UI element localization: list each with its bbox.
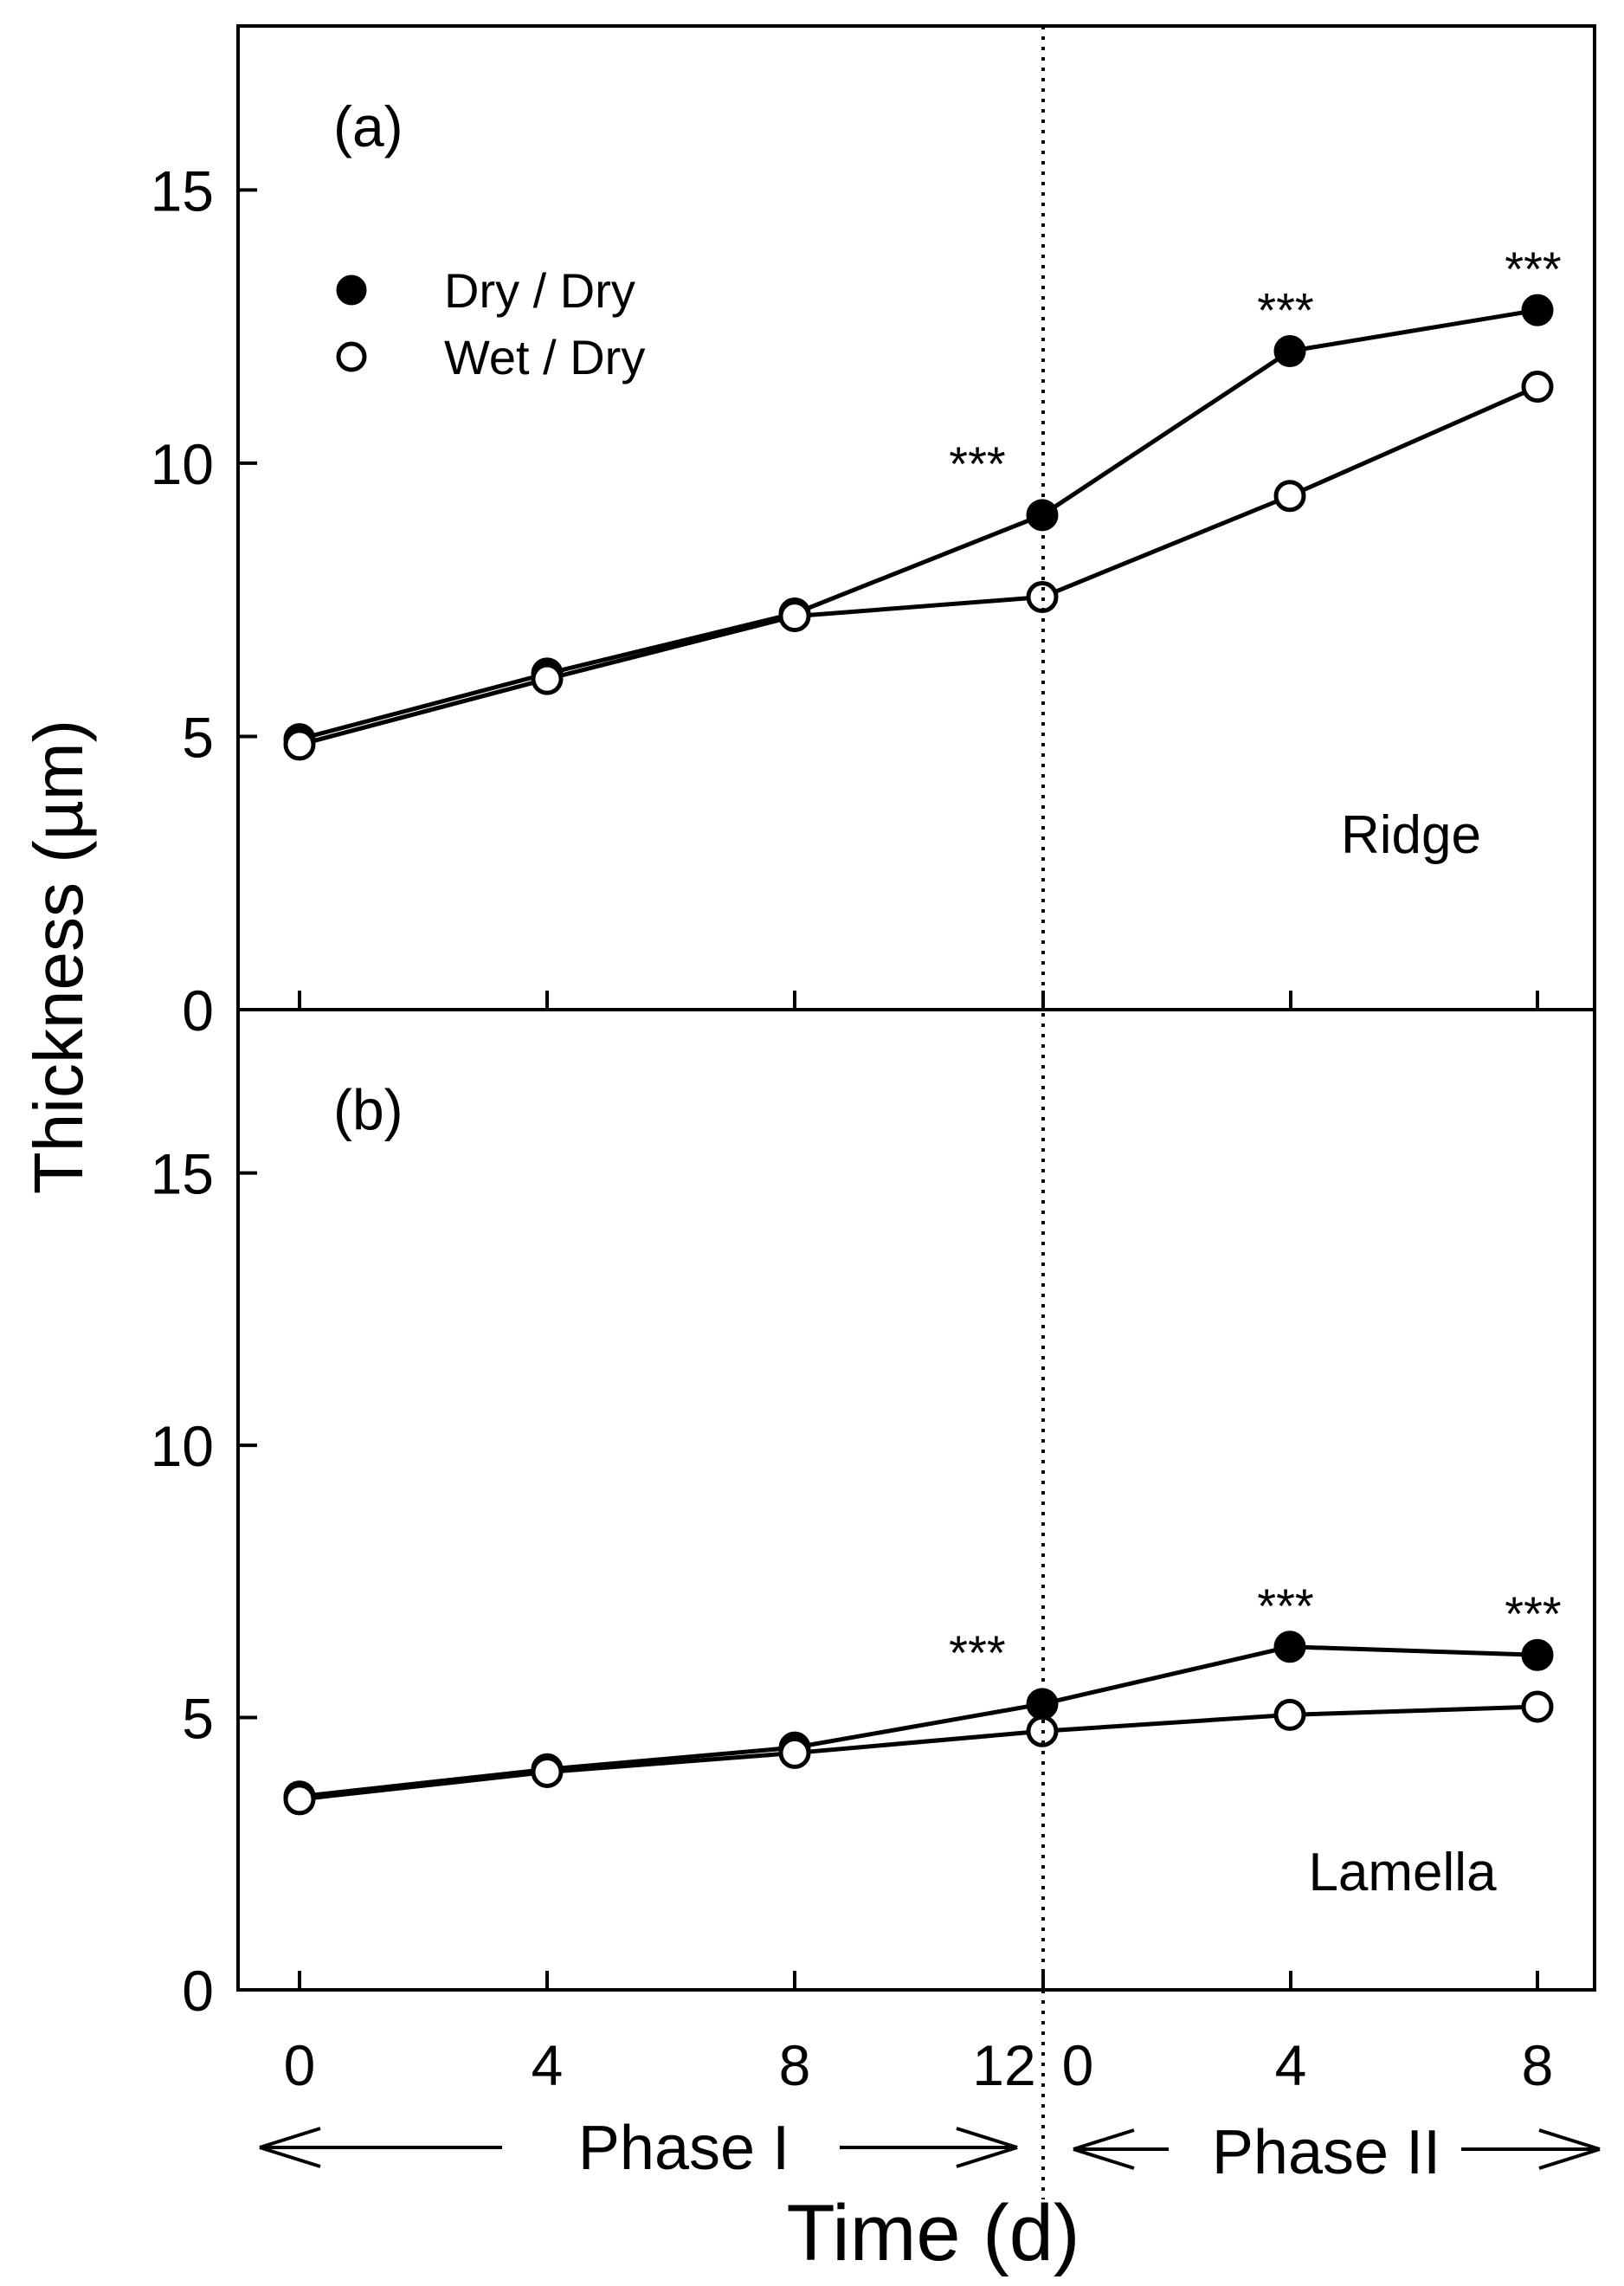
y-tick-label: 15	[151, 158, 214, 223]
plot-frame	[236, 1008, 1596, 1992]
data-point-dry-dry	[1273, 335, 1306, 368]
x-tick-label: 4	[1275, 2033, 1307, 2097]
panel-annotation: Ridge	[1341, 805, 1481, 865]
x-tick-label: 4	[532, 2033, 564, 2097]
panel-b: 0 5 10 15 (b) Lamella *** *** ***	[151, 1008, 1596, 2023]
legend-marker-wet-dry	[336, 341, 367, 372]
phase-1-label: Phase I	[578, 2114, 789, 2183]
data-point-wet-dry	[1521, 371, 1554, 404]
significance-marker: ***	[1257, 1579, 1313, 1633]
y-tick-label: 10	[151, 1414, 214, 1478]
phase-1-right-arrow	[840, 2127, 1018, 2168]
phase-1-left-arrow	[259, 2127, 502, 2168]
phase-2-right-arrow	[1461, 2128, 1601, 2170]
y-tick-label: 5	[182, 705, 214, 769]
x-tick-label: 8	[1522, 2033, 1554, 2097]
y-tick-label: 10	[151, 432, 214, 496]
data-point-wet-dry	[283, 728, 316, 761]
x-tick-label: 0	[284, 2033, 316, 2097]
y-tick-label: 15	[151, 1142, 214, 1206]
x-tick-label: 0	[1062, 2033, 1094, 2097]
significance-marker: ***	[1505, 1586, 1561, 1641]
data-point-wet-dry	[778, 1736, 811, 1769]
legend-marker-dry-dry	[336, 274, 367, 306]
phase-arrows	[259, 2127, 1601, 2170]
data-point-wet-dry	[283, 1783, 316, 1816]
y-tick-label: 5	[182, 1687, 214, 1751]
significance-marker: ***	[1257, 283, 1313, 338]
data-point-dry-dry	[1273, 1631, 1306, 1663]
data-point-wet-dry	[1273, 480, 1306, 513]
data-point-wet-dry	[531, 1755, 564, 1788]
data-point-dry-dry	[1521, 294, 1554, 326]
significance-marker: ***	[1505, 242, 1561, 296]
series-line-wet-dry	[299, 384, 1539, 747]
panel-annotation: Lamella	[1308, 1843, 1497, 1902]
phase-2-left-arrow	[1073, 2128, 1169, 2170]
x-tick-label: 12	[972, 2033, 1035, 2097]
data-point-dry-dry	[1521, 1638, 1554, 1671]
phase-2-label: Phase II	[1212, 2118, 1440, 2187]
y-tick-label: 0	[182, 1959, 214, 2023]
series-line-wet-dry	[299, 1704, 1538, 1802]
data-point-wet-dry	[1521, 1690, 1554, 1723]
data-point-dry-dry	[1026, 1688, 1059, 1721]
x-axis-label: Time (d)	[786, 2189, 1079, 2277]
data-point-wet-dry	[778, 600, 811, 633]
y-axis-label: Thickness (µm)	[20, 720, 97, 1194]
data-point-wet-dry	[531, 662, 564, 695]
data-point-wet-dry	[1273, 1698, 1306, 1731]
y-tick-label: 0	[182, 978, 214, 1043]
legend-label: Wet / Dry	[444, 330, 645, 384]
legend-label: Dry / Dry	[444, 263, 635, 318]
panel-label: (a)	[333, 94, 403, 158]
x-tick-label: 8	[779, 2033, 811, 2097]
series-line-dry-dry	[299, 1644, 1538, 1799]
panel-label: (b)	[333, 1077, 403, 1141]
panel-a: 0 5 10 15 (a) Ridge *** *** *** Dry / Dry Wet / Dr…	[151, 24, 1596, 1043]
significance-marker: ***	[949, 436, 1005, 491]
significance-marker: ***	[949, 1625, 1005, 1680]
series-line-dry-dry	[299, 307, 1538, 742]
